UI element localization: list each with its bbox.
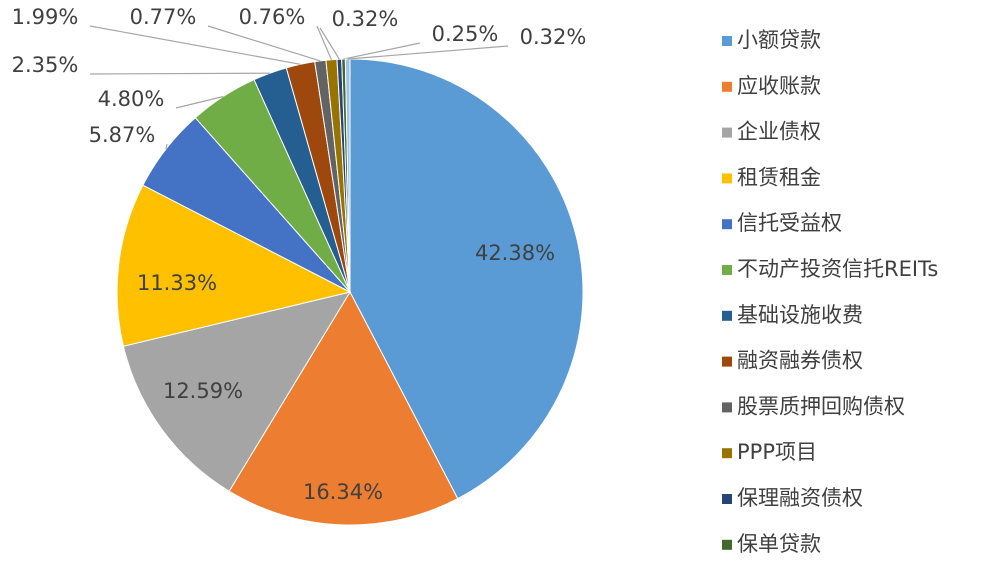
- data-label: 0.32%: [520, 25, 587, 49]
- legend-swatch: [722, 127, 732, 138]
- legend-label: 企业债权: [737, 120, 821, 144]
- data-label: 12.59%: [163, 379, 243, 403]
- leader-line: [89, 72, 270, 75]
- legend-swatch: [722, 448, 732, 459]
- pie-slice: [349, 58, 584, 500]
- legend-swatch: [722, 539, 732, 550]
- legend-swatch: [722, 402, 732, 413]
- leader-line: [347, 45, 509, 60]
- legend-label: 保单贷款: [737, 532, 821, 556]
- legend-label: 融资融券债权: [737, 349, 863, 373]
- data-label: 0.76%: [239, 5, 306, 29]
- legend-label: 基础设施收费: [737, 303, 863, 327]
- leader-line: [89, 25, 301, 65]
- legend-label: 小额贷款: [737, 28, 821, 52]
- legend-swatch: [722, 265, 732, 275]
- data-label: 11.33%: [137, 271, 217, 295]
- legend-label: 不动产投资信托REITs: [737, 257, 938, 281]
- legend-swatch: [722, 494, 732, 504]
- leader-line: [175, 95, 224, 109]
- leader-line: [319, 27, 340, 60]
- leader-line: [165, 143, 168, 150]
- data-label: 4.80%: [98, 87, 165, 111]
- data-label: 0.25%: [432, 22, 499, 46]
- data-label: 2.35%: [12, 53, 79, 77]
- pie-slice: [228, 290, 459, 526]
- data-label: 0.32%: [332, 7, 399, 31]
- data-label: 16.34%: [303, 480, 383, 504]
- legend-swatch: [722, 310, 732, 321]
- data-label: 0.77%: [130, 5, 197, 29]
- legend-swatch: [722, 356, 732, 367]
- leader-line: [316, 25, 332, 60]
- legend-swatch: [722, 173, 732, 184]
- legend-label: PPP项目: [737, 440, 817, 464]
- legend-label: 股票质押回购债权: [737, 394, 905, 418]
- leader-line: [343, 42, 421, 60]
- data-label: 5.87%: [89, 123, 156, 147]
- data-label: 42.38%: [475, 241, 555, 265]
- legend-swatch: [722, 81, 732, 92]
- legend-swatch: [722, 219, 732, 230]
- legend-label: 应收账款: [737, 74, 821, 98]
- legend-label: 保理融资债权: [737, 486, 863, 510]
- legend-label: 信托受益权: [737, 211, 842, 235]
- leader-line: [207, 25, 321, 62]
- pie-slice: [116, 184, 352, 347]
- legend-swatch: [722, 36, 732, 46]
- pie-slice: [122, 291, 352, 492]
- legend-label: 租赁租金: [737, 165, 821, 189]
- data-label: 1.99%: [12, 5, 79, 29]
